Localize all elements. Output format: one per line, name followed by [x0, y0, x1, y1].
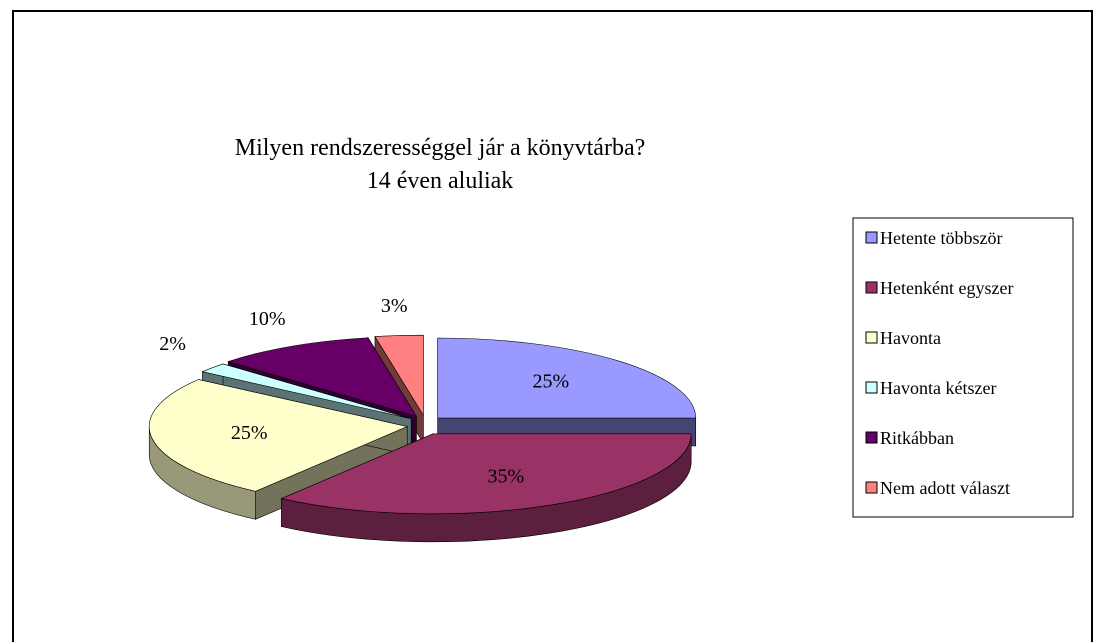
- legend-label: Hetenként egyszer: [880, 278, 1013, 298]
- legend-label: Ritkábban: [880, 428, 954, 448]
- legend-swatch: [865, 431, 878, 444]
- legend-swatch: [865, 481, 878, 494]
- legend-swatch: [865, 231, 878, 244]
- slice-top: [437, 337, 697, 419]
- legend-label: Hetente többször: [880, 228, 1002, 248]
- data-label: 3%: [381, 295, 408, 317]
- chart-subtitle: 14 éven aluliak: [367, 168, 514, 194]
- legend-swatch: [865, 381, 878, 394]
- slice-top: [227, 337, 417, 417]
- legend-box: [852, 217, 1074, 518]
- legend-label: Havonta kétszer: [880, 378, 996, 398]
- data-label: 25%: [533, 371, 570, 393]
- data-label: 35%: [487, 466, 524, 488]
- legend-label: Nem adott választ: [880, 478, 1010, 498]
- data-label: 10%: [249, 308, 286, 330]
- data-label: 2%: [159, 333, 186, 355]
- slice-top: [148, 379, 409, 492]
- slice-top: [374, 334, 424, 417]
- legend-swatch: [865, 281, 878, 294]
- legend-label: Havonta: [880, 328, 941, 348]
- legend-swatch: [865, 331, 878, 344]
- data-label: 25%: [231, 422, 268, 444]
- pie-slice: [280, 433, 692, 543]
- chart-title: Milyen rendszerességgel jár a könyvtárba…: [235, 135, 646, 161]
- slice-top: [201, 363, 412, 419]
- slice-top: [280, 433, 692, 515]
